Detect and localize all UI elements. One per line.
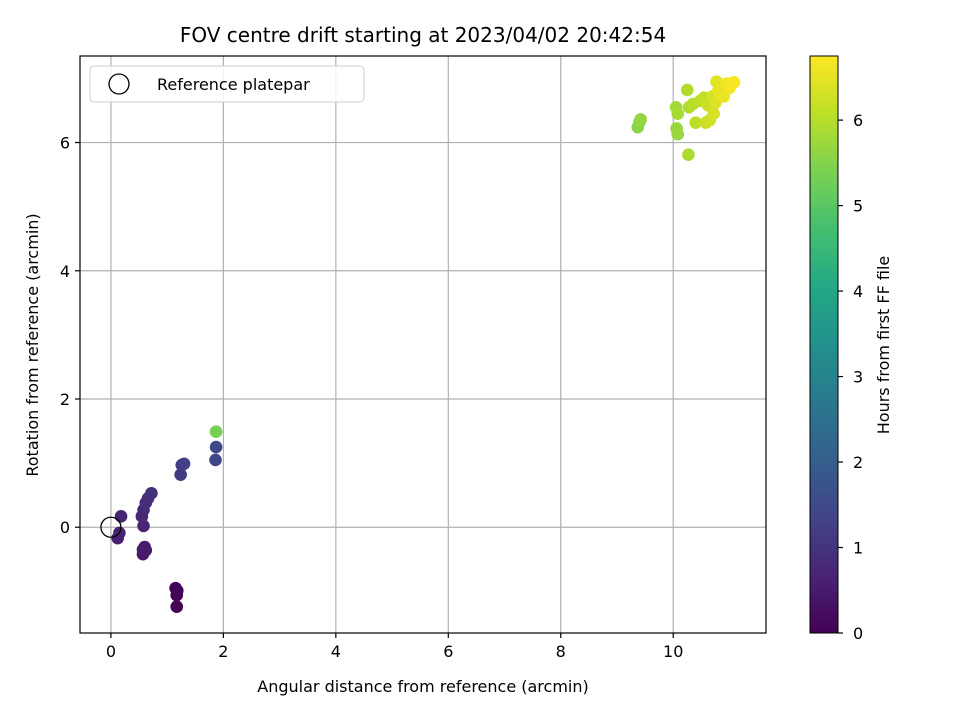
data-point [680,83,694,97]
data-point [139,543,153,557]
colorbar-tick-label: 3 [853,368,863,387]
y-tick-label: 6 [60,134,70,153]
data-point [137,519,150,533]
data-point [710,75,723,88]
data-point [209,453,222,467]
colorbar-gradient [809,55,839,634]
legend-label: Reference platepar [157,75,310,94]
grid-lines [80,56,766,633]
data-point [209,440,223,454]
x-tick-label: 10 [663,642,683,661]
chart-title: FOV centre drift starting at 2023/04/02 … [180,23,666,47]
data-point [707,107,721,120]
data-point [209,425,223,438]
colorbar: 0 1 2 3 4 5 6 Hours from first FF file [809,55,893,643]
colorbar-tick-label: 1 [853,539,863,558]
colorbar-tick-label: 2 [853,453,863,472]
plot-frame [79,55,767,634]
y-axis-ticks: 0 2 4 6 [60,134,80,537]
colorbar-tick-label: 5 [853,197,863,216]
data-point [114,510,128,523]
data-point [634,113,647,126]
x-axis-ticks: 0 2 4 6 8 10 [106,633,683,661]
colorbar-tick-label: 4 [853,282,863,301]
x-axis-label: Angular distance from reference (arcmin) [257,677,588,696]
data-point [682,148,695,162]
colorbar-tick-label: 0 [853,624,863,643]
y-tick-label: 0 [60,518,70,537]
x-tick-label: 6 [443,642,453,661]
colorbar-label: Hours from first FF file [874,256,893,435]
data-point [174,468,187,481]
data-point [177,457,191,471]
colorbar-ticks: 0 1 2 3 4 5 6 [838,111,863,643]
legend-box [89,65,365,103]
y-tick-label: 2 [60,390,70,409]
legend: Reference platepar [89,65,365,103]
data-point [689,116,703,129]
legend-marker-icon [108,73,130,95]
y-tick-label: 4 [60,262,70,281]
reference-platepar-marker [100,516,122,538]
data-point [145,486,158,500]
data-point [671,107,685,120]
reference-marker-layer [100,516,122,538]
data-points [111,75,741,614]
x-tick-label: 4 [331,642,341,661]
data-point [170,584,184,597]
colorbar-tick-label: 6 [853,111,863,130]
data-point [170,600,184,614]
y-axis-label: Rotation from reference (arcmin) [23,213,42,476]
x-tick-label: 2 [218,642,228,661]
x-tick-label: 8 [556,642,566,661]
data-point [671,127,685,141]
data-point [727,75,741,89]
x-tick-label: 0 [106,642,116,661]
